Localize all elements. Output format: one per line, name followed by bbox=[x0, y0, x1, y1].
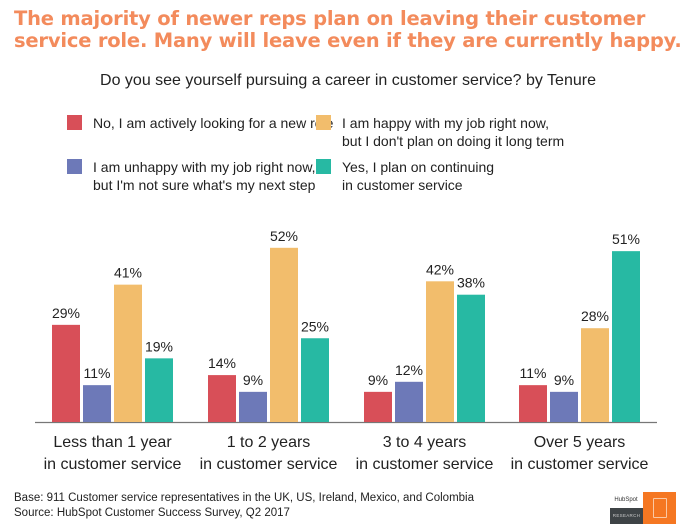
legend-swatch bbox=[67, 115, 82, 130]
bar bbox=[519, 385, 547, 422]
bar bbox=[457, 294, 485, 422]
bar bbox=[550, 391, 578, 422]
data-label: 28% bbox=[581, 308, 609, 324]
legend-label: I am happy with my job right now, but I … bbox=[342, 115, 565, 149]
chart-title: Do you see yourself pursuing a career in… bbox=[100, 72, 596, 89]
data-label: 52% bbox=[270, 228, 298, 244]
legend-item-continuing: Yes, I plan on continuing in customer se… bbox=[316, 158, 494, 194]
bar bbox=[114, 284, 142, 422]
category-label: in customer service bbox=[200, 456, 338, 473]
category-label: 1 to 2 years bbox=[227, 434, 311, 451]
legend-item-unhappy-unsure: I am unhappy with my job right now, but … bbox=[67, 158, 316, 194]
bar bbox=[83, 385, 111, 422]
legend-label: Yes, I plan on continuing in customer se… bbox=[342, 159, 495, 193]
legend-swatch bbox=[67, 159, 82, 174]
data-label: 11% bbox=[84, 365, 111, 381]
legend-item-happy-not-long-term: I am happy with my job right now, but I … bbox=[316, 114, 564, 150]
data-label: 12% bbox=[395, 362, 423, 378]
bar bbox=[270, 247, 298, 422]
data-label: 11% bbox=[520, 365, 547, 381]
footnote: Base: 911 Customer service representativ… bbox=[14, 491, 474, 521]
clipboard-icon bbox=[643, 492, 676, 524]
legend-swatch bbox=[316, 115, 331, 130]
data-label: 9% bbox=[368, 372, 388, 388]
base-note: Base: 911 Customer service representativ… bbox=[14, 492, 474, 504]
category-label: in customer service bbox=[511, 456, 649, 473]
hubspot-research-logo: HubSpot RESEARCH bbox=[610, 492, 676, 524]
bar bbox=[364, 391, 392, 422]
data-label: 9% bbox=[243, 372, 263, 388]
data-label: 19% bbox=[145, 338, 173, 354]
bar bbox=[612, 251, 640, 422]
bar bbox=[581, 328, 609, 422]
bar bbox=[395, 381, 423, 422]
category-label: in customer service bbox=[44, 456, 182, 473]
bar bbox=[301, 338, 329, 422]
legend-swatch bbox=[316, 159, 331, 174]
data-label: 41% bbox=[114, 265, 142, 281]
category-label: in customer service bbox=[356, 456, 494, 473]
data-label: 14% bbox=[208, 355, 236, 371]
category-label: 3 to 4 years bbox=[383, 434, 467, 451]
logo-brand: HubSpot bbox=[614, 497, 638, 503]
category-label: Over 5 years bbox=[534, 434, 626, 451]
legend-label: I am unhappy with my job right now, but … bbox=[93, 159, 316, 193]
data-label: 29% bbox=[52, 305, 80, 321]
bar bbox=[426, 281, 454, 422]
data-label: 25% bbox=[301, 318, 329, 334]
logo-label: RESEARCH bbox=[610, 508, 643, 524]
bar bbox=[239, 391, 267, 422]
data-label: 9% bbox=[554, 372, 574, 388]
category-label: Less than 1 year bbox=[53, 434, 172, 451]
source-note: Source: HubSpot Customer Success Survey,… bbox=[14, 507, 290, 519]
bar bbox=[52, 324, 80, 422]
data-label: 51% bbox=[612, 231, 640, 247]
data-label: 42% bbox=[426, 261, 454, 277]
headline: The majority of newer reps plan on leavi… bbox=[14, 7, 682, 52]
bar bbox=[208, 375, 236, 422]
data-label: 38% bbox=[457, 275, 485, 291]
bar bbox=[145, 358, 173, 422]
